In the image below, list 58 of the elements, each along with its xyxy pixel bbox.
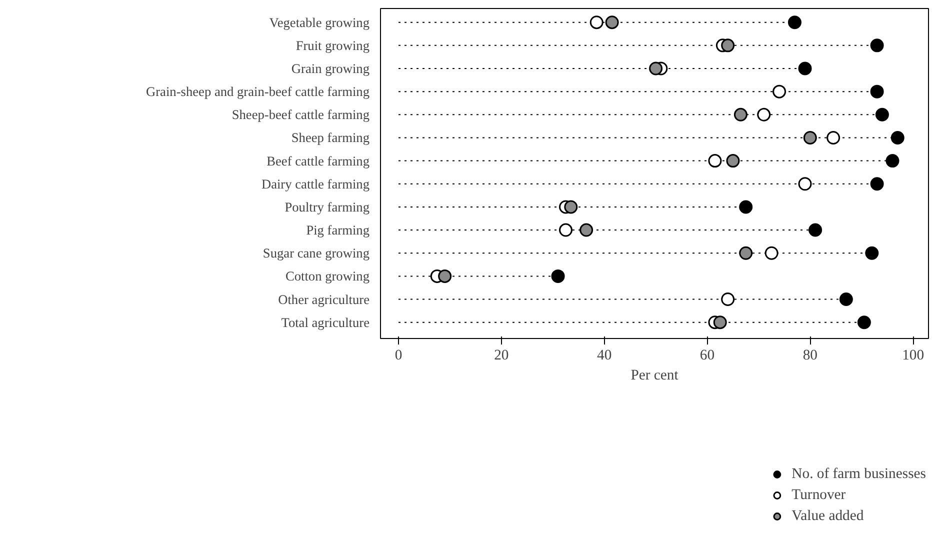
point	[580, 223, 594, 237]
y-tick-label: Sugar cane growing	[262, 246, 370, 261]
y-tick-label: Sheep farming	[291, 130, 370, 146]
point	[739, 200, 753, 214]
point	[721, 292, 735, 306]
point	[558, 223, 572, 237]
point	[564, 200, 578, 214]
point	[870, 84, 884, 98]
y-tick-label: Grain growing	[291, 61, 370, 76]
point	[713, 316, 727, 330]
y-tick-label: Total agriculture	[281, 314, 370, 330]
y-tick-label: Fruit growing	[296, 38, 370, 53]
point	[857, 316, 871, 330]
y-tick-label: Beef cattle farming	[266, 153, 370, 168]
point	[839, 292, 853, 306]
point	[708, 154, 722, 168]
x-tick-label: 100	[902, 348, 924, 364]
y-tick-label: Dairy cattle farming	[261, 176, 370, 192]
point	[764, 246, 778, 260]
point	[798, 62, 812, 76]
point	[739, 246, 753, 260]
point	[438, 269, 452, 283]
point	[798, 177, 812, 191]
y-tick-label: Vegetable growing	[269, 14, 370, 30]
point	[772, 84, 786, 98]
legend-label: Value added	[792, 508, 864, 524]
point	[875, 108, 889, 122]
point	[649, 62, 663, 76]
legend-label: Turnover	[792, 486, 846, 504]
point	[870, 38, 884, 52]
y-tick-label: Sheep-beef cattle farming	[232, 107, 370, 122]
x-axis-title: Per cent	[630, 368, 678, 384]
point	[808, 223, 822, 237]
y-tick-label: Other agriculture	[278, 292, 370, 307]
point	[886, 154, 900, 168]
point	[605, 16, 619, 30]
x-tick-label: 80	[802, 348, 818, 364]
y-tick-label: Cotton growing	[285, 268, 370, 284]
x-tick-label: 60	[700, 348, 715, 364]
point	[726, 154, 740, 168]
legend-label: No. of farm businesses	[792, 466, 926, 482]
y-tick-label: Grain-sheep and grain-beef cattle farming	[146, 84, 370, 100]
point	[865, 246, 879, 260]
x-tick-label: 20	[494, 348, 509, 364]
x-tick-label: 40	[597, 348, 612, 364]
point	[788, 16, 802, 30]
point	[803, 130, 817, 144]
point	[826, 130, 840, 144]
point	[721, 38, 735, 52]
x-tick-label: 0	[394, 348, 402, 364]
y-tick-label: Pig farming	[306, 222, 370, 238]
point	[590, 16, 604, 30]
point	[734, 108, 748, 122]
y-tick-label: Poultry farming	[284, 199, 370, 214]
point	[757, 108, 771, 122]
point	[890, 130, 904, 144]
point	[551, 269, 565, 283]
point	[870, 177, 884, 191]
